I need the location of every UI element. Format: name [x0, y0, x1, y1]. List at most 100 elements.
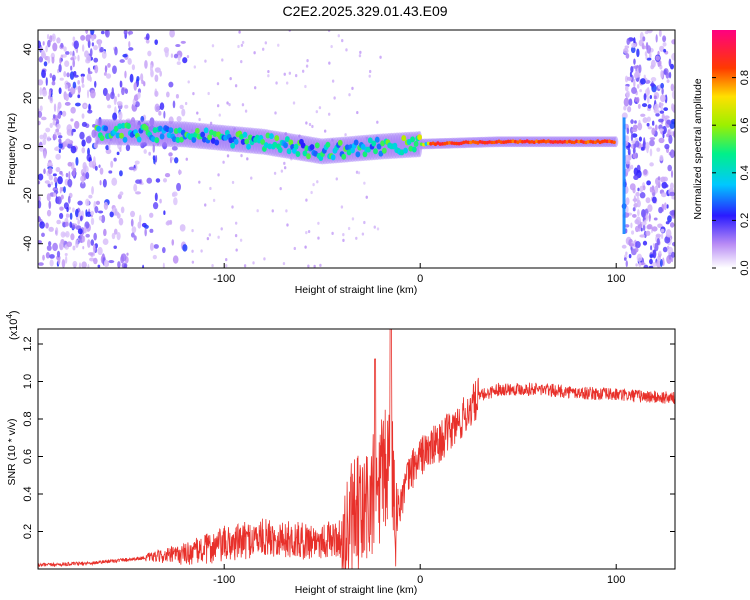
spectrogram-noise-cell: [637, 187, 640, 192]
spectrogram-noise-cell: [632, 207, 636, 212]
spectrogram-noise-cell: [274, 111, 277, 115]
spectrogram-noise-cell: [660, 228, 665, 233]
spectrogram-noise-cell: [39, 134, 45, 140]
spectrogram-noise-cell: [141, 79, 144, 85]
spectrogram-vertical-artifact: [622, 117, 626, 234]
spectrogram-noise-cell: [38, 120, 41, 126]
spectrogram-noise-cell: [65, 51, 70, 55]
spectrogram-noise-cell: [631, 230, 635, 235]
spectrogram-noise-cell: [55, 128, 60, 133]
spectrogram-noise-cell: [133, 94, 139, 102]
spectrogram-noise-cell: [103, 259, 109, 268]
spectrogram-noise-cell: [632, 153, 637, 159]
spectrogram-signal-cell: [374, 136, 380, 143]
spectrogram-noise-cell: [134, 160, 140, 165]
spectrogram-noise-cell: [63, 71, 67, 78]
spectrogram-noise-cell: [107, 104, 112, 109]
spectrogram-noise-cell: [670, 170, 674, 178]
spectrogram-signal-cell: [99, 135, 105, 142]
spectrogram-noise-cell: [663, 202, 667, 211]
snr-y-tick-label: 1.0: [22, 374, 34, 389]
spectrogram-noise-cell: [57, 256, 61, 265]
spectrogram-noise-cell: [310, 190, 313, 195]
spectrogram-signal-cell: [603, 139, 607, 143]
spectrogram-noise-cell: [668, 134, 673, 144]
spectrogram-noise-cell: [127, 30, 134, 35]
spectrogram-noise-cell: [72, 169, 76, 177]
spectrogram-noise-cell: [77, 54, 80, 62]
spectrogram-signal-cell: [203, 127, 209, 134]
snr-x-tick-label: -100: [213, 574, 235, 586]
spectrogram-noise-cell: [38, 196, 41, 202]
spectrogram-noise-cell: [39, 105, 43, 112]
spectrogram-noise-cell: [124, 70, 127, 79]
spectrogram-noise-cell: [47, 95, 51, 100]
spectrogram-signal-cell: [353, 139, 359, 146]
spectrogram-noise-cell: [627, 147, 631, 156]
spectrogram-noise-cell: [90, 89, 96, 99]
spectrogram-signal-cell: [230, 142, 236, 149]
spectrogram-noise-cell: [130, 232, 135, 238]
spectrogram-noise-cell: [331, 79, 335, 83]
spectrogram-noise-cell: [304, 245, 307, 249]
spectrogram-noise-cell: [635, 263, 638, 267]
spectrogram-noise-cell: [312, 183, 315, 187]
spectrogram-noise-cell: [85, 30, 89, 35]
spectrogram-y-tick-label: -40: [22, 236, 34, 252]
spectrogram-signal-cell: [214, 139, 220, 146]
spectrogram-noise-cell: [130, 218, 134, 227]
spectrogram-noise-cell: [638, 64, 642, 74]
spectrogram-noise-cell: [176, 116, 182, 122]
spectrogram-signal-cell: [483, 140, 487, 145]
spectrogram-signal-cell: [295, 151, 301, 158]
spectrogram-noise-cell: [81, 139, 86, 147]
spectrogram-noise-cell: [184, 101, 188, 106]
spectrogram-noise-cell: [154, 39, 158, 45]
spectrogram-noise-cell: [77, 219, 81, 225]
spectrogram-signal-cell: [553, 139, 558, 144]
spectrogram-noise-cell: [637, 228, 641, 232]
spectrogram-noise-cell: [72, 59, 76, 68]
spectrogram-noise-cell: [152, 202, 159, 210]
spectrogram-noise-cell: [643, 93, 647, 101]
spectrogram-signal-cell: [464, 140, 468, 144]
spectrogram-noise-cell: [72, 36, 76, 42]
spectrogram-noise-cell: [632, 124, 638, 130]
spectrogram-noise-cell: [671, 196, 675, 200]
spectrogram-noise-cell: [645, 197, 651, 204]
spectrogram-noise-cell: [102, 178, 107, 188]
spectrogram-noise-cell: [87, 239, 91, 248]
spectrogram-noise-cell: [94, 206, 99, 214]
spectrogram-x-tick-label: -100: [213, 273, 235, 285]
spectrogram-noise-cell: [137, 221, 142, 229]
spectrogram-noise-cell: [327, 30, 331, 33]
spectrogram-noise-cell: [656, 147, 661, 152]
spectrogram-noise-cell: [65, 172, 69, 178]
spectrogram-noise-cell: [66, 206, 69, 213]
spectrogram-noise-cell: [57, 135, 63, 139]
spectrogram-signal-cell: [539, 139, 543, 144]
spectrogram-signal-cell: [304, 145, 310, 152]
spectrogram-noise-cell: [656, 238, 660, 246]
spectrogram-signal-cell: [157, 125, 163, 132]
spectrogram-noise-cell: [52, 242, 58, 252]
spectrogram-noise-cell: [51, 56, 55, 64]
spectrogram-noise-cell: [671, 241, 675, 247]
spectrogram-noise-cell: [641, 103, 648, 108]
spectrogram-y-tick-label: 20: [22, 92, 34, 104]
spectrogram-signal-cell: [228, 137, 234, 144]
spectrogram-noise-cell: [112, 65, 117, 75]
colorbar-tick-label: 0.2: [739, 213, 750, 228]
spectrogram-noise-cell: [176, 182, 182, 192]
spectrogram-noise-cell: [645, 213, 648, 222]
spectrogram-noise-cell: [650, 64, 655, 70]
spectrogram-signal-cell: [194, 127, 200, 134]
spectrogram-noise-cell: [653, 95, 657, 100]
spectrogram-noise-cell: [646, 224, 653, 230]
spectrogram-noise-cell: [639, 185, 644, 193]
spectrogram-noise-cell: [668, 58, 672, 67]
spectrogram-noise-cell: [38, 216, 41, 223]
spectrogram-signal-cell: [411, 146, 417, 153]
spectrogram-noise-cell: [305, 198, 308, 202]
spectrogram-noise-cell: [164, 173, 171, 178]
